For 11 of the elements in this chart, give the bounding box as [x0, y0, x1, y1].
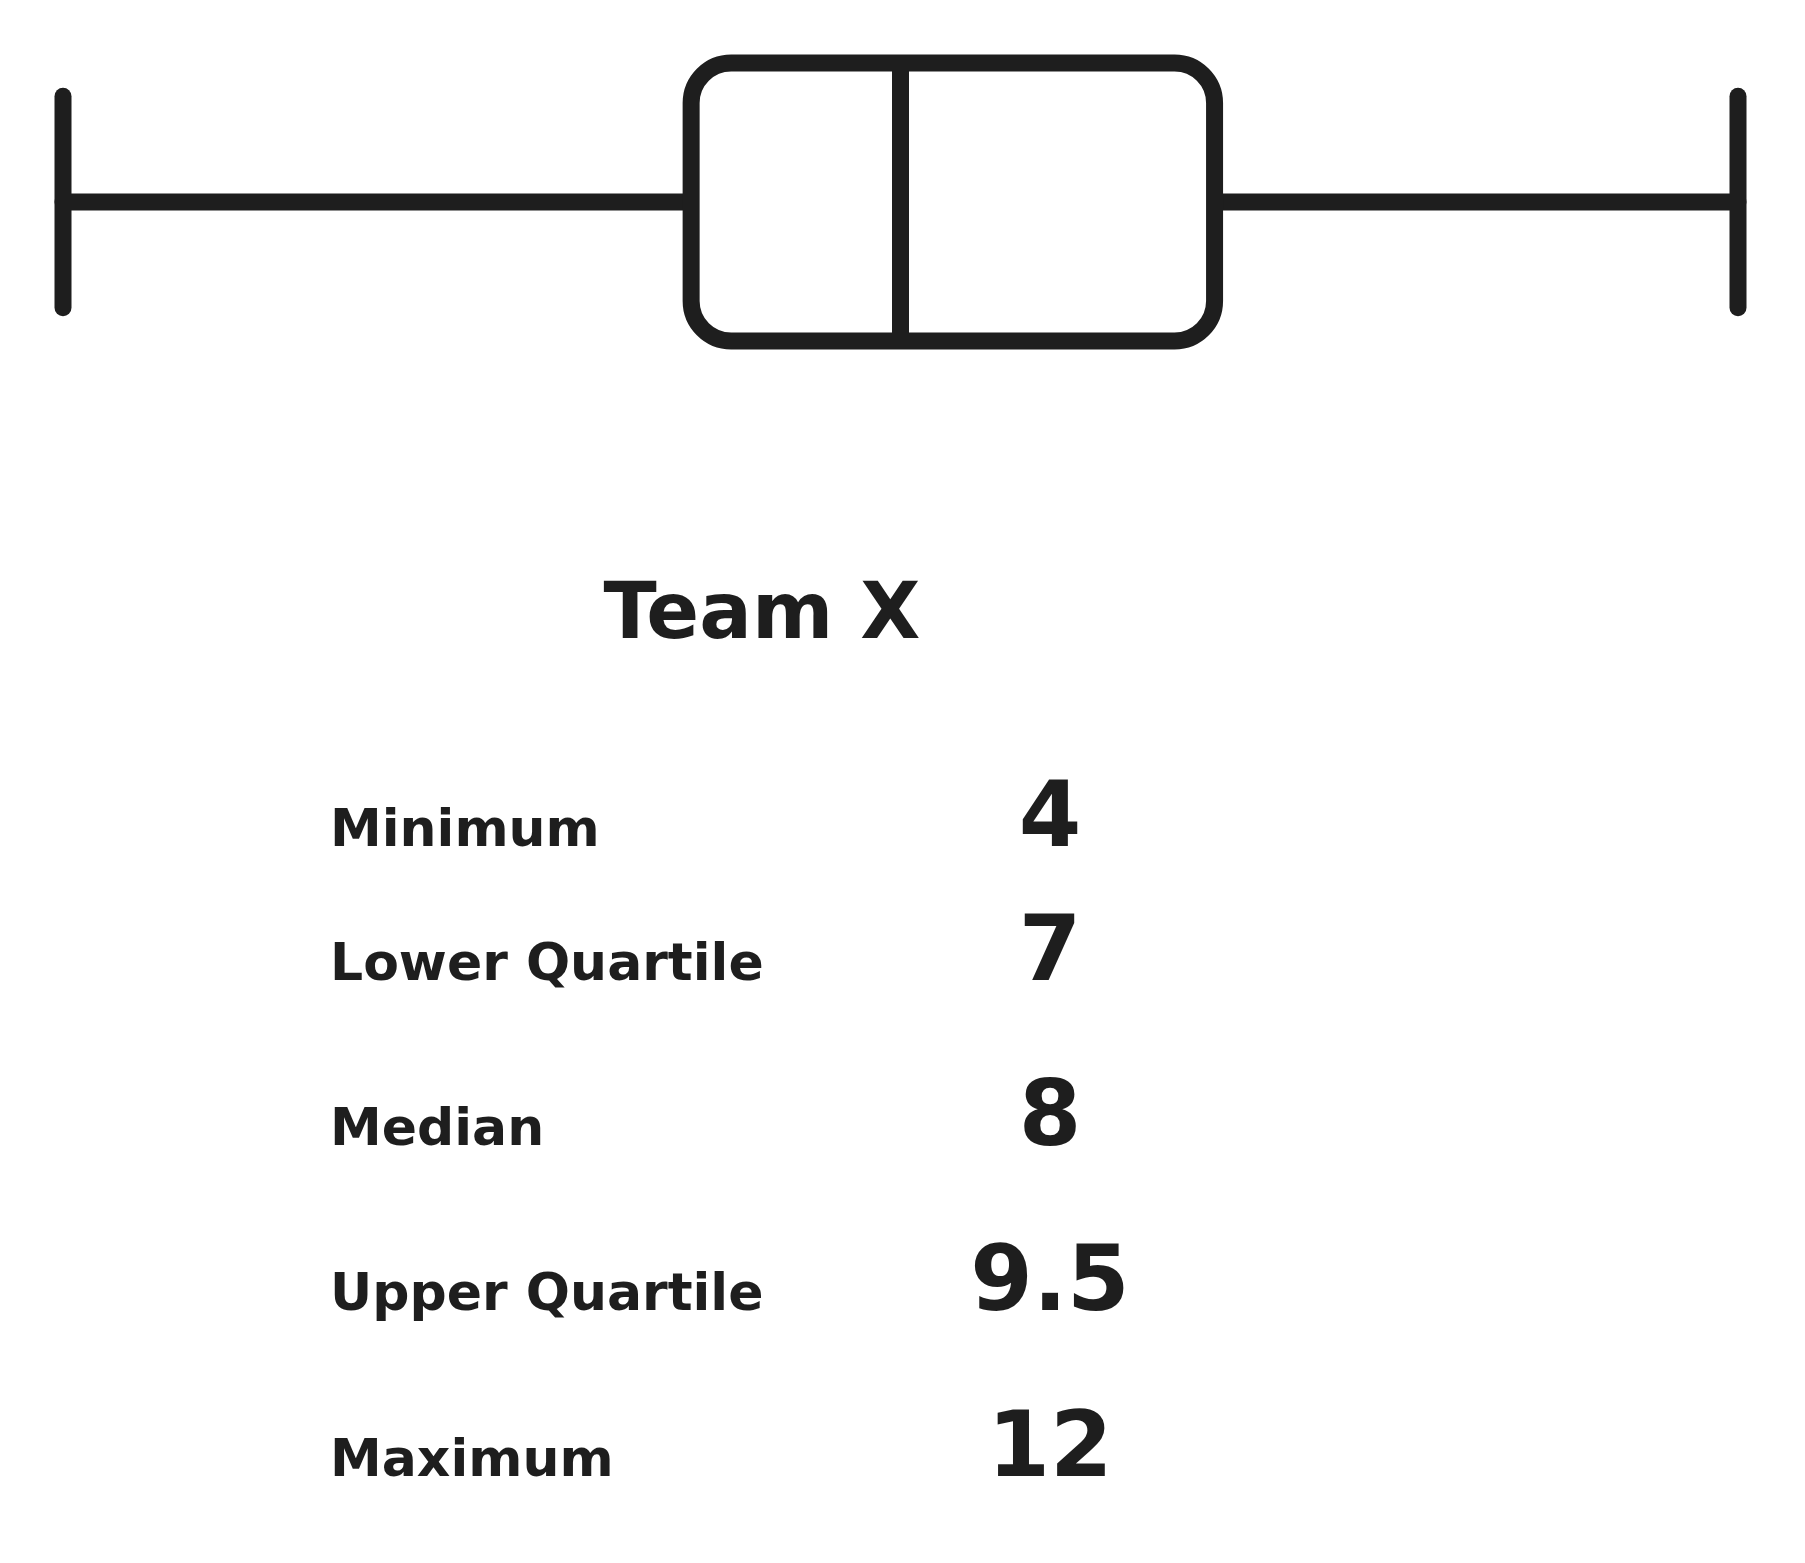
text: Team X: [603, 566, 921, 656]
category-label: Lower Quartile: [330, 932, 764, 992]
category-label: Upper Quartile: [330, 1262, 764, 1322]
data-label: 9.5: [970, 1226, 1130, 1331]
category-label: Minimum: [330, 798, 600, 858]
category-label: Median: [330, 1097, 545, 1157]
data-label: 12: [987, 1392, 1113, 1497]
data-label: 4: [1018, 762, 1082, 867]
data-label: 8: [1018, 1061, 1082, 1166]
data-label: 7: [1018, 896, 1082, 1001]
category-label: Maximum: [330, 1428, 614, 1488]
